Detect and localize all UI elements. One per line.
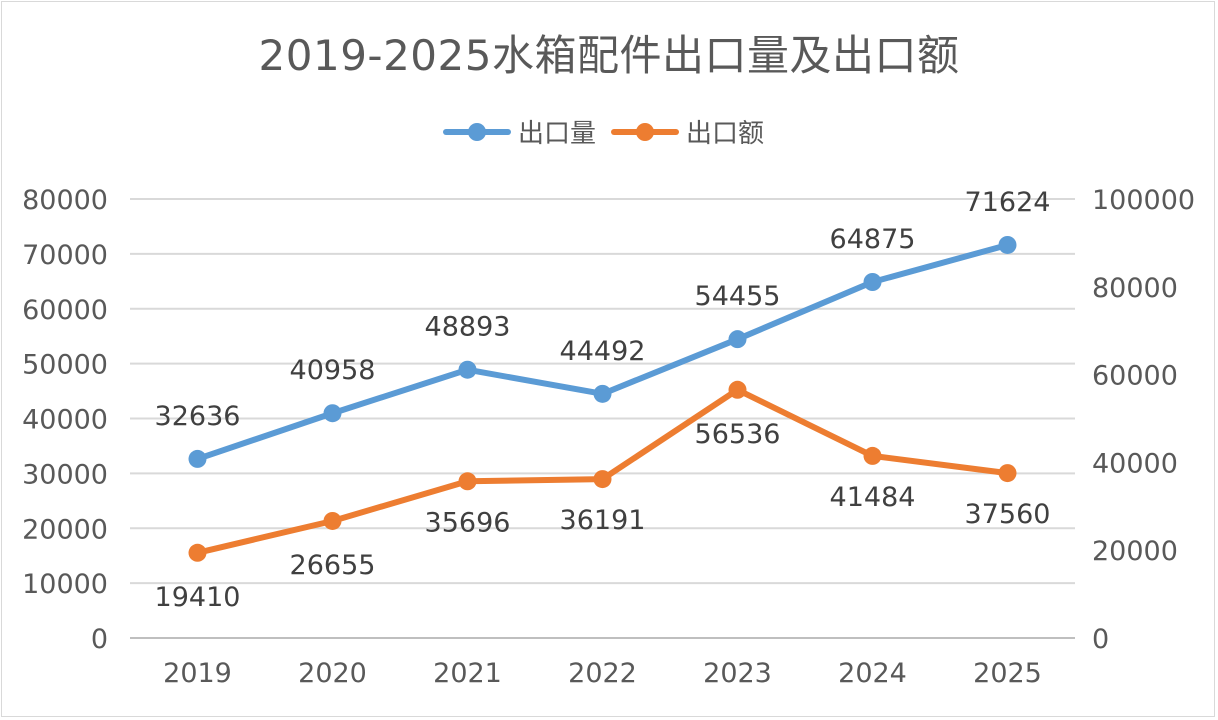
data-point bbox=[188, 449, 207, 468]
data-point bbox=[323, 511, 342, 530]
data-label: 32636 bbox=[155, 401, 241, 432]
left-tick-label: 50000 bbox=[22, 350, 108, 381]
data-point bbox=[863, 446, 882, 465]
data-label: 35696 bbox=[425, 507, 511, 538]
left-tick-label: 10000 bbox=[22, 569, 108, 600]
right-y-axis: 0 20000 40000 60000 80000 100000 bbox=[1092, 185, 1195, 655]
data-label: 37560 bbox=[965, 499, 1051, 530]
chart-title: 2019-2025水箱配件出口量及出口额 bbox=[258, 31, 960, 80]
x-tick-label: 2021 bbox=[433, 658, 502, 689]
x-tick-label: 2025 bbox=[973, 658, 1042, 689]
left-y-axis: 0 10000 20000 30000 40000 50000 60000 70000 8000… bbox=[22, 185, 108, 655]
left-tick-label: 0 bbox=[91, 624, 108, 655]
legend-marker bbox=[636, 123, 654, 141]
data-label: 36191 bbox=[560, 505, 646, 536]
data-point bbox=[728, 330, 747, 349]
x-tick-label: 2023 bbox=[703, 658, 772, 689]
data-point bbox=[593, 470, 612, 489]
data-point bbox=[458, 360, 477, 379]
data-point bbox=[863, 272, 882, 291]
series-group bbox=[188, 235, 1017, 562]
x-tick-label: 2024 bbox=[838, 658, 907, 689]
right-tick-label: 80000 bbox=[1092, 273, 1178, 304]
gridlines bbox=[130, 198, 1075, 639]
right-tick-label: 100000 bbox=[1092, 185, 1195, 216]
legend-label: 出口额 bbox=[686, 119, 764, 149]
data-label: 48893 bbox=[425, 312, 511, 343]
data-label: 54455 bbox=[695, 281, 781, 312]
data-label: 19410 bbox=[155, 582, 241, 613]
data-point bbox=[728, 380, 747, 399]
left-tick-label: 20000 bbox=[22, 514, 108, 545]
data-label: 71624 bbox=[965, 187, 1051, 218]
x-axis: 2019 2020 2021 2022 2023 2024 2025 bbox=[163, 658, 1042, 689]
data-point bbox=[323, 404, 342, 423]
right-tick-label: 0 bbox=[1092, 624, 1109, 655]
legend-marker bbox=[468, 123, 486, 141]
x-tick-label: 2019 bbox=[163, 658, 232, 689]
x-tick-label: 2022 bbox=[568, 658, 637, 689]
left-tick-label: 70000 bbox=[22, 240, 108, 271]
data-label: 64875 bbox=[830, 224, 916, 255]
legend-label: 出口量 bbox=[518, 119, 596, 149]
right-tick-label: 60000 bbox=[1092, 361, 1178, 392]
left-tick-label: 80000 bbox=[22, 185, 108, 216]
data-point bbox=[188, 543, 207, 562]
data-label: 26655 bbox=[290, 550, 376, 581]
data-point bbox=[593, 384, 612, 403]
x-tick-label: 2020 bbox=[298, 658, 367, 689]
right-tick-label: 40000 bbox=[1092, 448, 1178, 479]
right-tick-label: 20000 bbox=[1092, 536, 1178, 567]
data-label: 40958 bbox=[290, 355, 376, 386]
data-point bbox=[998, 235, 1017, 254]
data-labels: 32636 40958 48893 44492 54455 64875 71624 19410… bbox=[155, 187, 1051, 613]
data-point bbox=[998, 464, 1017, 483]
data-point bbox=[458, 472, 477, 491]
left-tick-label: 30000 bbox=[22, 459, 108, 490]
legend: 出口量 出口额 bbox=[443, 119, 764, 149]
data-label: 56536 bbox=[695, 419, 781, 450]
left-tick-label: 40000 bbox=[22, 405, 108, 436]
left-tick-label: 60000 bbox=[22, 295, 108, 326]
data-label: 44492 bbox=[560, 336, 646, 367]
data-label: 41484 bbox=[830, 482, 916, 513]
